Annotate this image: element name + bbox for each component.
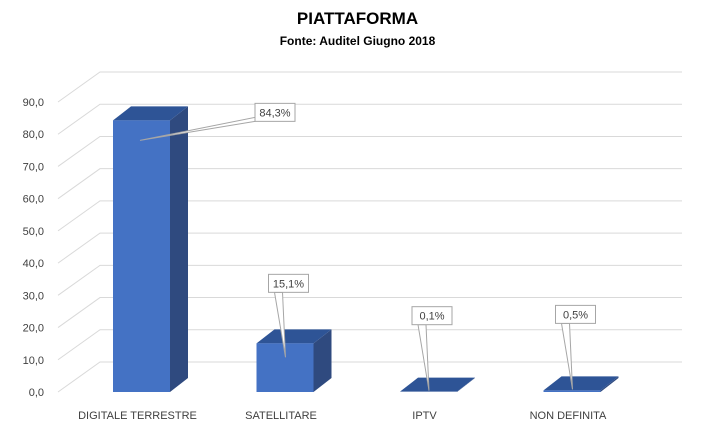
- x-tick-label: IPTV: [412, 410, 437, 422]
- y-tick-label: 20,0: [23, 323, 44, 335]
- bar: [256, 329, 332, 392]
- gridline: [57, 71, 682, 103]
- bar-side-face: [600, 376, 619, 392]
- bar-top-face: [256, 329, 332, 344]
- data-label-box: [254, 102, 296, 122]
- data-label: 84,3%: [139, 102, 296, 141]
- data-label: 0,1%: [411, 306, 453, 391]
- gridline: [57, 297, 682, 328]
- bar-top-face: [400, 377, 475, 392]
- y-axis: 0,0 10,0 20,0 30,0 40,0 50,0 60,0 70,0 80,0 90,0: [23, 97, 44, 399]
- bar-side-face: [313, 329, 332, 392]
- bar-front-face: [113, 120, 170, 392]
- bar-side-face: [457, 377, 475, 392]
- bar: [113, 106, 188, 392]
- x-tick-label: NON DEFINITA: [530, 410, 607, 422]
- data-label-text: 84,3%: [259, 107, 290, 119]
- y-tick-label: 80,0: [23, 129, 44, 141]
- grid-layer: [57, 71, 682, 393]
- bar-top-face: [543, 376, 619, 391]
- y-tick-label: 10,0: [23, 355, 44, 367]
- data-label-box: [555, 304, 596, 324]
- data-label-text: 0,1%: [419, 311, 444, 323]
- chart-title: PIATTAFORMA: [296, 9, 419, 28]
- gridline: [57, 103, 682, 135]
- x-tick-label: DIGITALE TERRESTRE: [78, 410, 197, 422]
- x-tick-label: SATELLITARE: [245, 410, 317, 422]
- bar: [400, 377, 475, 392]
- y-tick-label: 60,0: [23, 194, 44, 206]
- x-axis: DIGITALE TERRESTRE SATELLITARE IPTV NON DEF…: [78, 410, 607, 422]
- gridline: [57, 200, 682, 232]
- gridline: [57, 168, 682, 200]
- y-tick-label: 40,0: [23, 258, 44, 270]
- data-label: 0,5%: [555, 304, 596, 390]
- data-label-box: [411, 306, 453, 326]
- y-tick-label: 50,0: [23, 226, 44, 238]
- gridline: [57, 264, 682, 296]
- bar-top-face: [113, 106, 188, 121]
- bar: [543, 376, 619, 392]
- data-label-text: 0,5%: [563, 309, 588, 321]
- y-tick-label: 30,0: [23, 290, 44, 302]
- gridline: [57, 232, 682, 264]
- chart-subtitle: Fonte: Auditel Giugno 2018: [279, 34, 436, 48]
- gridline: [57, 361, 682, 393]
- y-tick-label: 0,0: [29, 387, 44, 399]
- data-labels-layer: 84,3% 15,1% 0,1% 0,5%: [139, 102, 596, 391]
- y-tick-label: 90,0: [23, 97, 44, 109]
- data-label-box: [268, 273, 309, 293]
- data-label-text: 15,1%: [273, 278, 304, 290]
- bar-side-face: [170, 106, 188, 392]
- bar-front-face: [543, 390, 601, 392]
- y-tick-label: 70,0: [23, 161, 44, 173]
- gridline: [57, 329, 682, 361]
- gridline: [57, 135, 682, 167]
- data-label: 15,1%: [268, 273, 309, 358]
- bars-layer: [113, 106, 619, 392]
